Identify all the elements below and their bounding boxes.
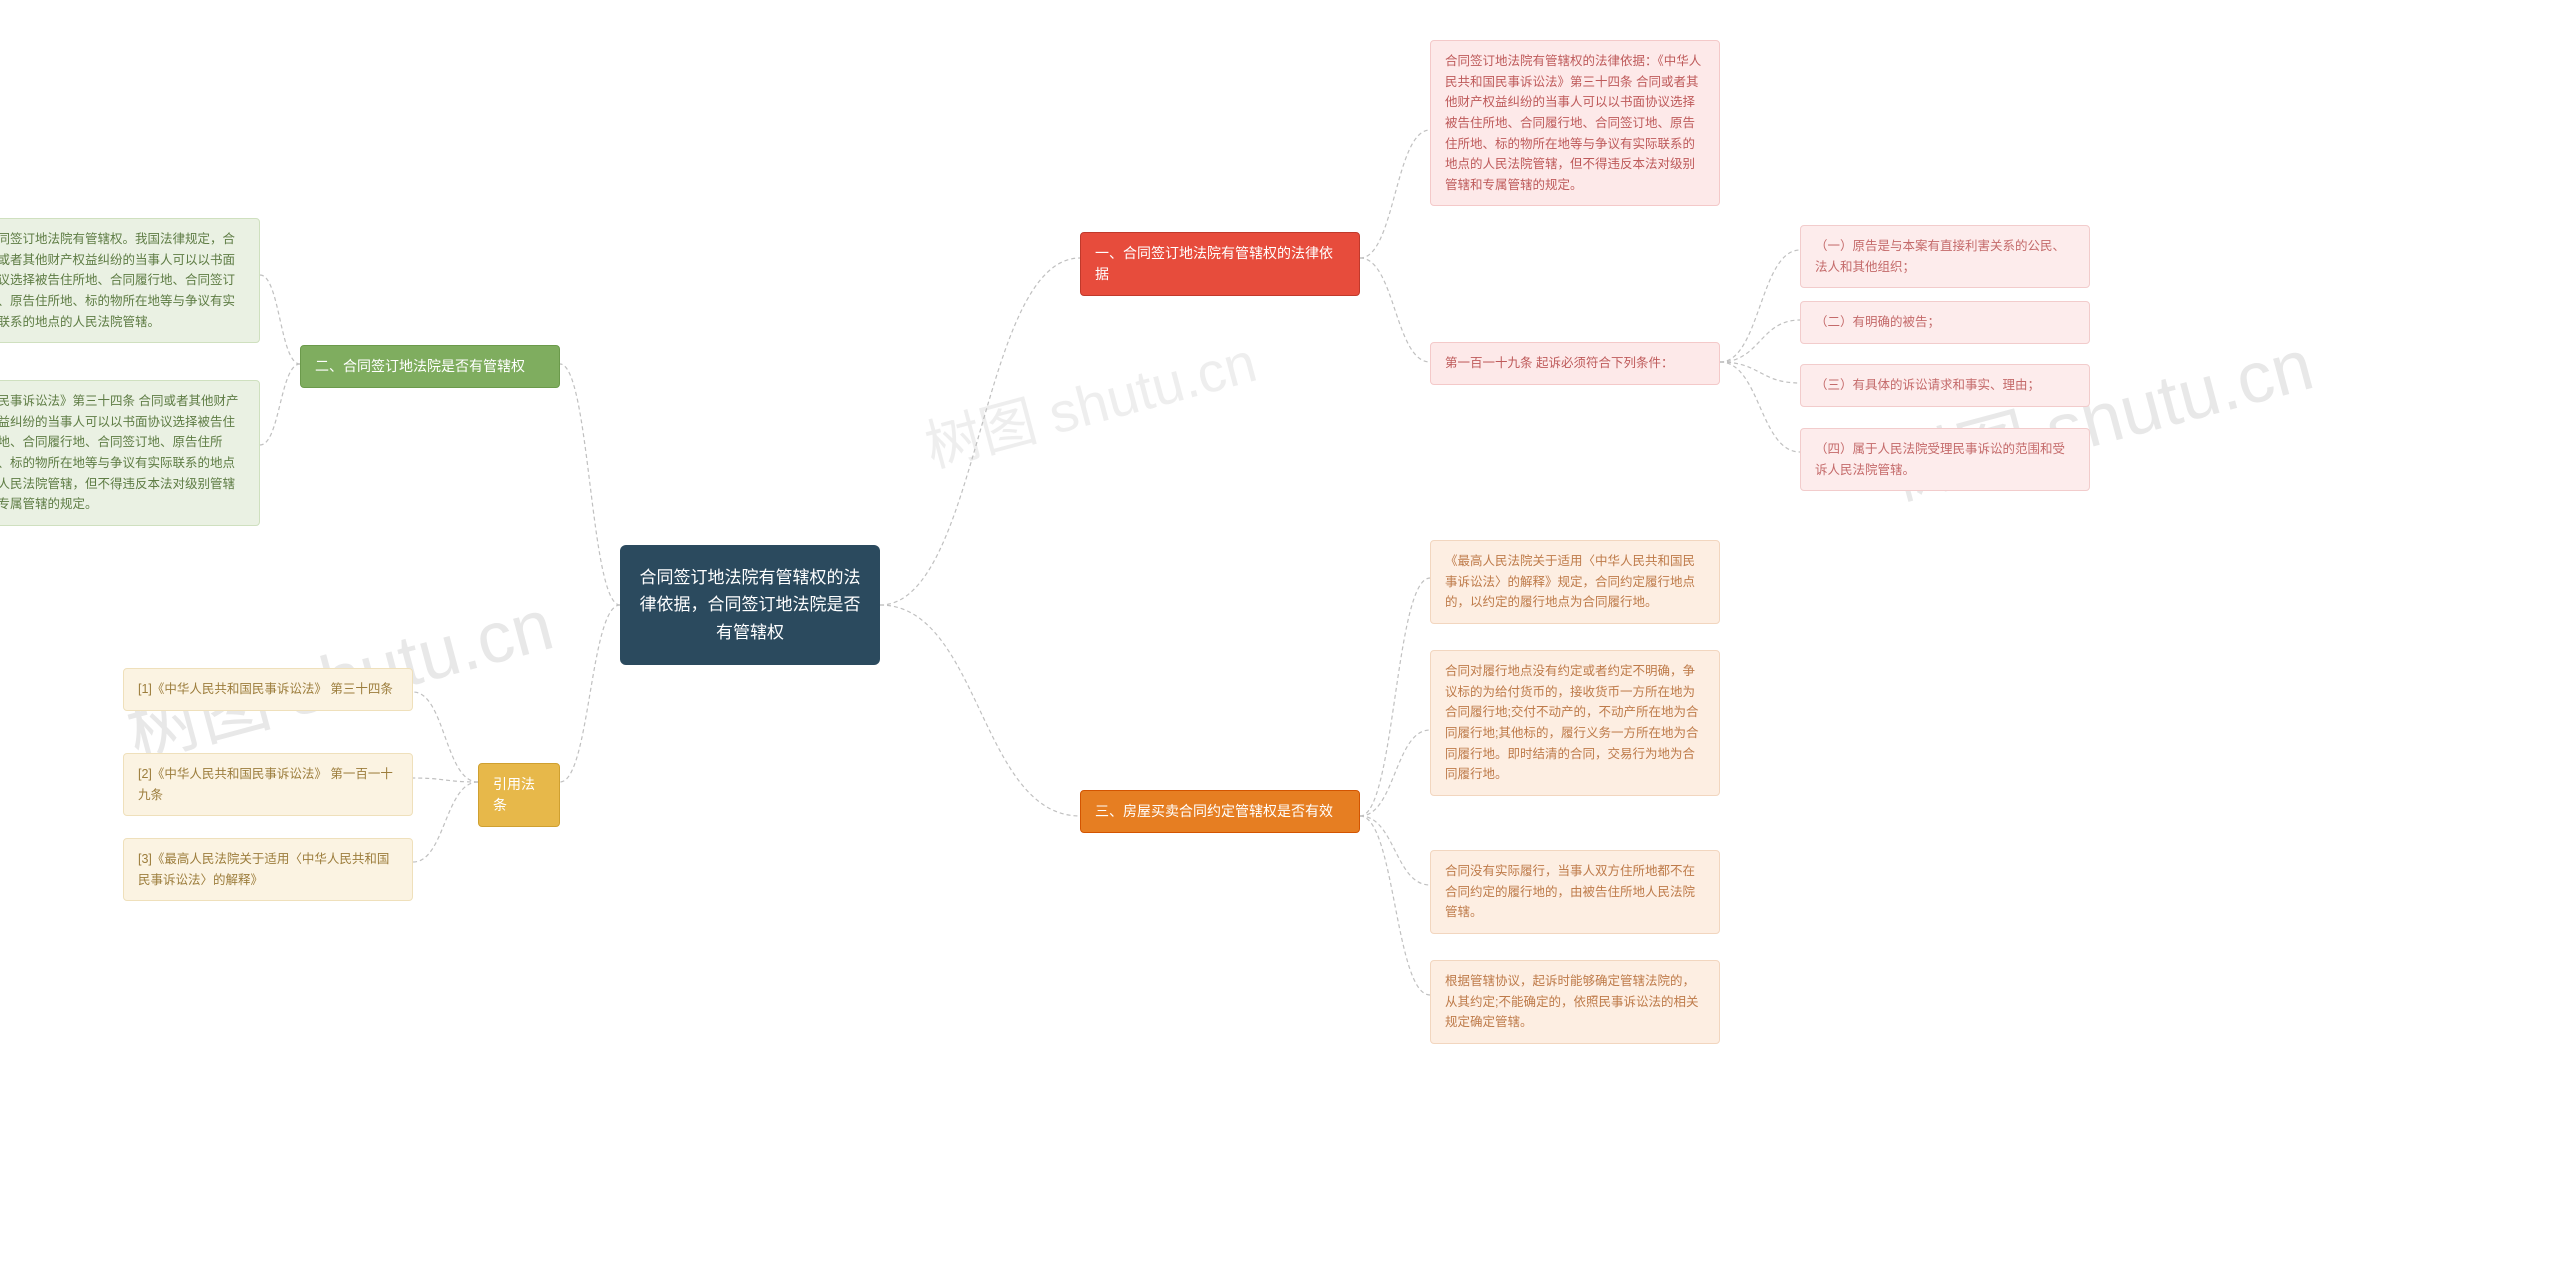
branch-2-leaf-2: 《民事诉讼法》第三十四条 合同或者其他财产权益纠纷的当事人可以以书面协议选择被告… bbox=[0, 380, 260, 526]
branch-ref-leaf-1: [1]《中华人民共和国民事诉讼法》 第三十四条 bbox=[123, 668, 413, 711]
branch-3-leaf-1: 《最高人民法院关于适用〈中华人民共和国民事诉讼法〉的解释》规定，合同约定履行地点… bbox=[1430, 540, 1720, 624]
branch-3-leaf-3: 合同没有实际履行，当事人双方住所地都不在合同约定的履行地的，由被告住所地人民法院… bbox=[1430, 850, 1720, 934]
branch-1-leaf-2-3: （三）有具体的诉讼请求和事实、理由； bbox=[1800, 364, 2090, 407]
branch-1-leaf-2: 第一百一十九条 起诉必须符合下列条件： bbox=[1430, 342, 1720, 385]
connectors bbox=[0, 0, 2560, 1269]
branch-3-leaf-2: 合同对履行地点没有约定或者约定不明确，争议标的为给付货币的，接收货币一方所在地为… bbox=[1430, 650, 1720, 796]
branch-1-leaf-2-4: （四）属于人民法院受理民事诉讼的范围和受诉人民法院管辖。 bbox=[1800, 428, 2090, 491]
branch-3-leaf-4: 根据管辖协议，起诉时能够确定管辖法院的，从其约定;不能确定的，依照民事诉讼法的相… bbox=[1430, 960, 1720, 1044]
branch-ref[interactable]: 引用法条 bbox=[478, 763, 560, 827]
branch-2-leaf-1: 合同签订地法院有管辖权。我国法律规定，合同或者其他财产权益纠纷的当事人可以以书面… bbox=[0, 218, 260, 343]
branch-1-leaf-1: 合同签订地法院有管辖权的法律依据：《中华人民共和国民事诉讼法》第三十四条 合同或… bbox=[1430, 40, 1720, 206]
watermark: 树图 shutu.cn bbox=[915, 317, 1264, 483]
branch-2[interactable]: 二、合同签订地法院是否有管辖权 bbox=[300, 345, 560, 388]
mindmap-root[interactable]: 合同签订地法院有管辖权的法律依据，合同签订地法院是否有管辖权 bbox=[620, 545, 880, 665]
branch-1-leaf-2-1: （一）原告是与本案有直接利害关系的公民、法人和其他组织； bbox=[1800, 225, 2090, 288]
branch-3[interactable]: 三、房屋买卖合同约定管辖权是否有效 bbox=[1080, 790, 1360, 833]
branch-1-leaf-2-2: （二）有明确的被告； bbox=[1800, 301, 2090, 344]
branch-ref-leaf-2: [2]《中华人民共和国民事诉讼法》 第一百一十九条 bbox=[123, 753, 413, 816]
branch-1[interactable]: 一、合同签订地法院有管辖权的法律依据 bbox=[1080, 232, 1360, 296]
branch-ref-leaf-3: [3]《最高人民法院关于适用〈中华人民共和国民事诉讼法〉的解释》 bbox=[123, 838, 413, 901]
